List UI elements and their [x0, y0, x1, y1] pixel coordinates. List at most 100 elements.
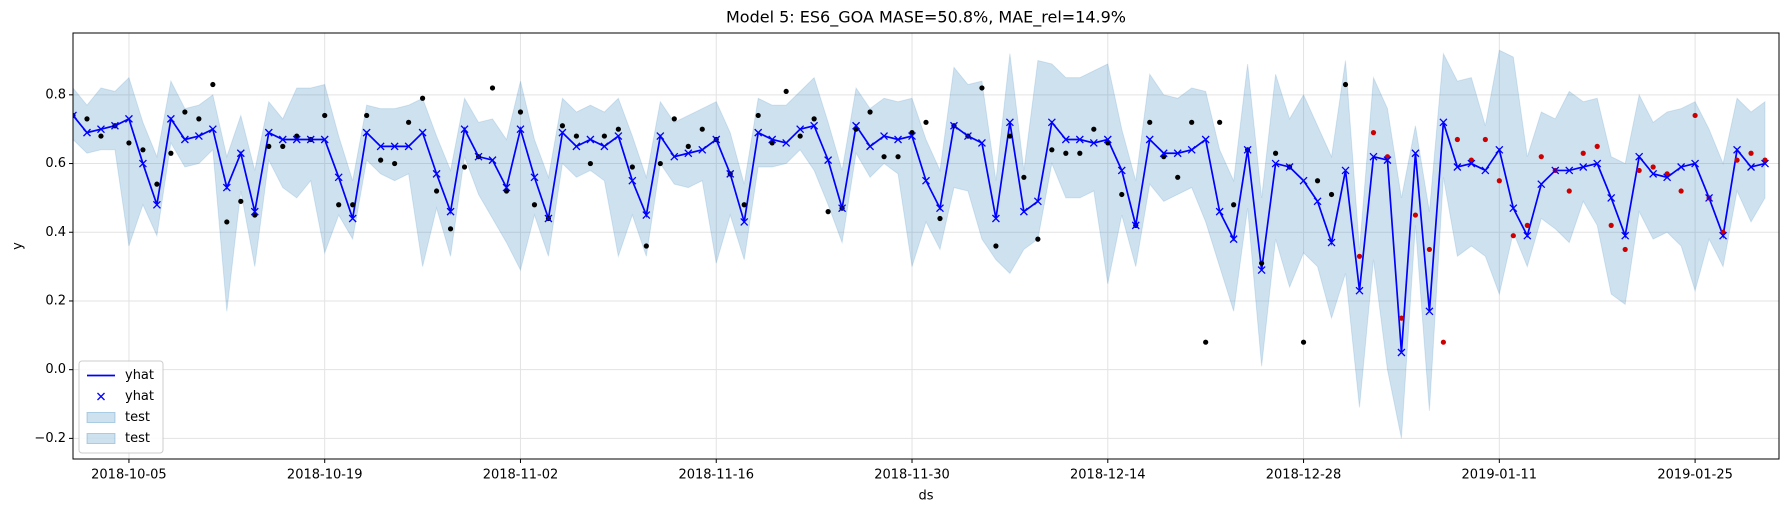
- yhat-marker: [1187, 145, 1196, 154]
- yhat-marker: [810, 121, 819, 130]
- test-point: [1426, 246, 1433, 253]
- yhat-marker: [1761, 159, 1769, 168]
- yhat-marker: [670, 152, 679, 161]
- yhat-marker: [600, 142, 609, 151]
- yhat-marker: [1313, 197, 1322, 206]
- train-point: [378, 157, 384, 163]
- yhat-marker: [1159, 149, 1168, 158]
- train-point: [825, 209, 831, 215]
- train-point: [1035, 236, 1041, 242]
- test-point: [1412, 212, 1419, 218]
- train-point: [1007, 133, 1013, 139]
- yhat-marker: [1229, 235, 1238, 244]
- yhat-marker: [1243, 145, 1252, 154]
- train-point: [336, 202, 342, 208]
- train-point: [350, 202, 356, 208]
- yhat-marker: [1705, 193, 1714, 202]
- train-point: [1147, 119, 1153, 125]
- y-tick-label: 0.8: [45, 87, 66, 102]
- train-point: [1189, 119, 1195, 125]
- yhat-marker: [180, 135, 189, 144]
- train-point: [601, 133, 607, 139]
- yhat-marker: [334, 173, 343, 182]
- yhat-marker: [432, 169, 441, 178]
- yhat-marker: [894, 135, 902, 144]
- train-point: [643, 243, 649, 249]
- yhat-marker: [1089, 138, 1098, 147]
- train-point: [671, 116, 677, 122]
- yhat-marker: [1607, 193, 1616, 202]
- train-point: [783, 88, 789, 95]
- x-tick-label: 2018-12-28: [1266, 468, 1342, 483]
- yhat-marker: [208, 125, 217, 134]
- train-point: [1272, 150, 1279, 156]
- yhat-marker: [754, 128, 763, 137]
- yhat-marker: [250, 207, 259, 216]
- train-point: [1063, 150, 1069, 156]
- x-tick-label: 2019-01-11: [1462, 468, 1538, 483]
- yhat-marker: [1215, 207, 1224, 216]
- yhat-marker: [1509, 204, 1518, 213]
- legend-swatch: [86, 412, 116, 423]
- train-point: [126, 140, 132, 146]
- yhat-marker: [1131, 221, 1140, 230]
- yhat-marker: [236, 149, 245, 158]
- yhat-marker: [376, 142, 385, 151]
- train-point: [881, 154, 887, 160]
- yhat-marker: [558, 128, 567, 137]
- yhat-marker: [1033, 197, 1042, 206]
- train-point: [1328, 191, 1335, 198]
- train-point: [238, 198, 244, 204]
- train-point: [1300, 339, 1307, 345]
- yhat-marker: [97, 125, 105, 134]
- yhat-marker: [404, 142, 413, 151]
- train-point: [657, 160, 663, 167]
- test-point: [1678, 188, 1684, 194]
- train-point: [685, 143, 691, 149]
- legend-swatch: [86, 433, 116, 444]
- yhat-marker: [264, 128, 273, 137]
- yhat-marker: [977, 138, 986, 147]
- yhat-marker: [1047, 118, 1056, 127]
- train-point: [559, 123, 566, 129]
- yhat-marker: [698, 145, 707, 154]
- yhat-marker: [1579, 163, 1588, 171]
- yhat-marker: [110, 121, 119, 130]
- y-tick-label: 0.2: [45, 293, 66, 308]
- train-point: [1259, 260, 1265, 266]
- yhat-marker: [1341, 166, 1350, 175]
- train-point: [629, 164, 635, 170]
- yhat-marker: [684, 149, 693, 158]
- yhat-marker: [1593, 159, 1602, 168]
- test-point: [1692, 112, 1698, 119]
- y-tick-label: 0.4: [45, 225, 66, 240]
- yhat-marker: [1635, 152, 1644, 161]
- test-point: [1636, 167, 1642, 174]
- yhat-marker: [1383, 156, 1392, 165]
- x-tick-label: 2018-12-14: [1070, 468, 1146, 483]
- train-point: [1175, 174, 1181, 180]
- train-point: [615, 126, 621, 132]
- plot-area: [73, 49, 1769, 439]
- yhat-marker: [166, 114, 175, 123]
- yhat-marker: [740, 217, 749, 226]
- train-point: [923, 119, 929, 125]
- train-point: [224, 219, 230, 225]
- yhat-marker: [124, 114, 133, 123]
- train-point: [489, 85, 496, 91]
- train-point: [1077, 150, 1083, 156]
- x-axis-label: ds: [918, 489, 933, 504]
- train-point: [419, 95, 426, 101]
- yhat-marker: [446, 207, 455, 216]
- yhat-marker: [1495, 145, 1504, 154]
- train-point: [140, 147, 146, 153]
- train-point: [811, 116, 817, 122]
- yhat-marker: [474, 152, 483, 161]
- train-point: [461, 164, 468, 170]
- x-tick-label: 2018-10-05: [91, 468, 167, 483]
- yhat-marker: [1103, 135, 1112, 144]
- yhat-marker: [1747, 163, 1755, 171]
- yhat-marker: [1453, 163, 1462, 171]
- yhat-marker: [991, 214, 1000, 223]
- confidence-band: [73, 49, 1766, 439]
